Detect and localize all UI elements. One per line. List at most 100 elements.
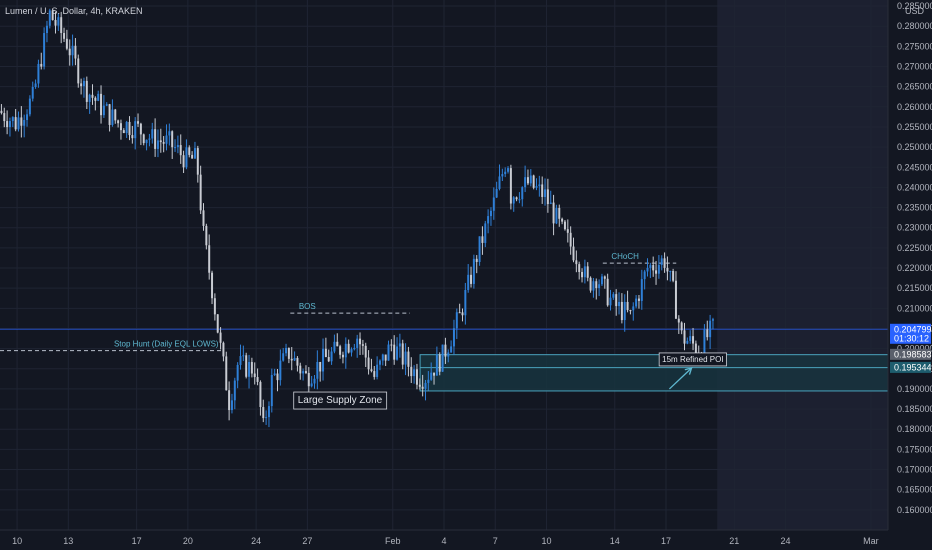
candle-body bbox=[341, 354, 344, 358]
candle-body bbox=[117, 120, 120, 124]
candle-body bbox=[450, 346, 453, 353]
candle-body bbox=[552, 202, 555, 224]
candle-body bbox=[541, 184, 544, 197]
time-axis[interactable]: 10 13 17 20 24 27 Feb 4 7 10 14 17 21 24 Mar bbox=[0, 529, 888, 546]
candle-body bbox=[196, 148, 199, 175]
candle-body bbox=[711, 319, 714, 321]
candle-body bbox=[330, 351, 333, 362]
candle-body bbox=[256, 377, 259, 382]
candle-body bbox=[68, 48, 71, 56]
candle-body bbox=[304, 371, 307, 373]
candle-body bbox=[666, 267, 669, 272]
candle-body bbox=[322, 348, 325, 372]
candle-body bbox=[213, 298, 216, 315]
candle-body bbox=[100, 93, 103, 116]
candle-body bbox=[71, 45, 74, 56]
price-tick-label: 0.275000 bbox=[897, 41, 932, 51]
candle-body bbox=[532, 175, 535, 188]
candle-body bbox=[378, 360, 381, 365]
candle-body bbox=[60, 17, 63, 34]
candle-body bbox=[168, 131, 171, 136]
candle-body bbox=[122, 130, 125, 134]
candle-body bbox=[142, 134, 145, 144]
candle-body bbox=[603, 276, 606, 279]
refined-poi-label[interactable]: 15m Refined POI bbox=[658, 352, 727, 367]
candle-body bbox=[91, 94, 94, 98]
time-tick-label: Mar bbox=[863, 536, 879, 546]
candle-body bbox=[404, 351, 407, 365]
candle-body bbox=[529, 175, 532, 184]
candle-body bbox=[674, 280, 677, 319]
candle-body bbox=[176, 145, 179, 148]
candle-body bbox=[595, 281, 598, 289]
candle-body bbox=[566, 229, 569, 233]
candle-body bbox=[558, 207, 561, 219]
candle-body bbox=[43, 33, 46, 67]
candle-body bbox=[680, 322, 683, 331]
time-tick-label: 27 bbox=[302, 536, 312, 546]
candle-body bbox=[410, 366, 413, 377]
candle-body bbox=[211, 272, 214, 299]
zones-layer bbox=[419, 354, 889, 392]
candle-body bbox=[208, 245, 211, 273]
time-tick-label: 14 bbox=[610, 536, 620, 546]
candle-body bbox=[677, 318, 680, 323]
candle-body bbox=[393, 344, 396, 360]
time-tick-label: 10 bbox=[541, 536, 551, 546]
candle-body bbox=[435, 354, 438, 376]
candle-body bbox=[555, 207, 558, 224]
candle-body bbox=[504, 171, 507, 175]
candle-body bbox=[475, 258, 478, 262]
candle-body bbox=[245, 355, 248, 377]
price-tick-label: 0.270000 bbox=[897, 62, 932, 72]
current-price-badge-countdown: 01:30:12 bbox=[894, 333, 929, 343]
candle-body bbox=[182, 155, 185, 168]
time-tick-label: 4 bbox=[441, 536, 446, 546]
candle-body bbox=[538, 184, 541, 187]
candle-body bbox=[655, 270, 658, 274]
candle-body bbox=[370, 369, 373, 372]
candle-body bbox=[546, 189, 549, 205]
candle-body bbox=[578, 264, 581, 272]
price-tick-label: 0.225000 bbox=[897, 243, 932, 253]
annotation-label: BOS bbox=[299, 302, 316, 311]
candle-body bbox=[598, 284, 601, 289]
candle-body bbox=[692, 336, 695, 344]
candle-body bbox=[236, 364, 239, 381]
candle-body bbox=[418, 384, 421, 387]
candle-body bbox=[401, 343, 404, 365]
candle-body bbox=[561, 218, 564, 222]
current-price-badge-bg bbox=[890, 323, 931, 344]
candle-body bbox=[307, 372, 310, 387]
candle-body bbox=[467, 274, 470, 290]
candle-body bbox=[23, 120, 26, 126]
candle-body bbox=[85, 80, 88, 102]
candle-body bbox=[526, 177, 529, 184]
candle-body bbox=[259, 381, 262, 408]
candle-body bbox=[367, 357, 370, 370]
candle-body bbox=[586, 266, 589, 278]
candle-body bbox=[461, 312, 464, 316]
price-axis[interactable]: 0.160000 0.165000 0.170000 0.175000 0.180000… bbox=[887, 0, 932, 530]
candle-body bbox=[396, 346, 399, 360]
candle-body bbox=[262, 407, 265, 419]
candle-body bbox=[481, 236, 484, 243]
zone-upper-badge-text: 0.198583 bbox=[894, 349, 932, 359]
candle-body bbox=[359, 338, 362, 345]
candle-body bbox=[430, 372, 433, 380]
candle-body bbox=[600, 276, 603, 285]
price-tick-label: 0.165000 bbox=[897, 485, 932, 495]
candle-body bbox=[148, 138, 151, 140]
candle-body bbox=[179, 145, 182, 156]
candle-body bbox=[105, 104, 108, 106]
candle-body bbox=[632, 306, 635, 311]
candle-body bbox=[193, 148, 196, 159]
candle-body bbox=[487, 216, 490, 224]
large-supply-zone-label[interactable]: Large Supply Zone bbox=[293, 391, 388, 410]
candle-body bbox=[57, 17, 60, 26]
candle-body bbox=[347, 343, 350, 353]
chart-title: Lumen / U. S. Dollar, 4h, KRAKEN bbox=[5, 6, 143, 16]
candle-body bbox=[353, 347, 356, 350]
candle-body bbox=[248, 362, 251, 377]
